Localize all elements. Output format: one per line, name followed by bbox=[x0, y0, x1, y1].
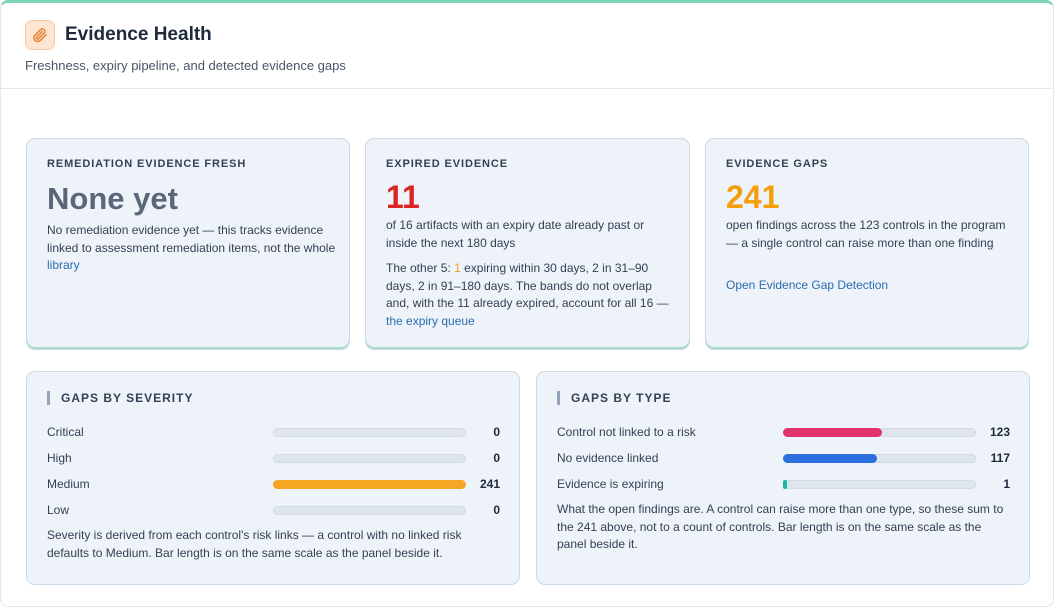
expiry-queue-link[interactable]: the expiry queue bbox=[386, 313, 475, 328]
card-expired-evidence: EXPIRED EVIDENCE 11 of 16 artifacts with… bbox=[365, 138, 690, 350]
page-title: Evidence Health bbox=[65, 24, 212, 45]
card-evidence-gaps: EVIDENCE GAPS 241 open findings across t… bbox=[705, 138, 1029, 350]
severity-bar-fill bbox=[273, 480, 466, 489]
type-bar-track bbox=[783, 480, 976, 489]
card-remediation-evidence: REMEDIATION EVIDENCE FRESH None yet No r… bbox=[26, 138, 350, 350]
metric-value: None yet bbox=[47, 181, 178, 216]
type-bar-fill bbox=[783, 480, 787, 489]
card-label: EVIDENCE GAPS bbox=[726, 158, 829, 170]
type-row-label: Evidence is expiring bbox=[557, 477, 664, 491]
severity-row-label: High bbox=[47, 451, 72, 465]
metric-value: 11 bbox=[386, 179, 420, 215]
severity-row-value: 241 bbox=[479, 477, 500, 491]
type-row-value: 123 bbox=[989, 425, 1010, 439]
type-row-value: 117 bbox=[990, 451, 1010, 465]
page-subtitle: Freshness, expiry pipeline, and detected… bbox=[25, 58, 346, 73]
severity-row-value: 0 bbox=[493, 425, 500, 439]
type-row-label: No evidence linked bbox=[557, 451, 659, 465]
type-footnote: What the open findings are. A control ca… bbox=[557, 502, 1004, 551]
panel-gaps-by-type: GAPS BY TYPE What the open findings are.… bbox=[536, 371, 1030, 585]
type-row-label: Control not linked to a risk bbox=[557, 425, 696, 439]
type-row-value: 1 bbox=[1003, 477, 1010, 491]
severity-bar-track bbox=[273, 428, 466, 437]
card-description: of 16 artifacts with an expiry date alre… bbox=[386, 218, 645, 250]
panel-title: GAPS BY SEVERITY bbox=[47, 391, 193, 405]
severity-row-label: Medium bbox=[47, 477, 90, 491]
library-link[interactable]: library bbox=[47, 258, 80, 272]
open-gap-detection-link[interactable]: Open Evidence Gap Detection bbox=[726, 278, 889, 292]
severity-bar-track bbox=[273, 506, 466, 515]
severity-bar-track bbox=[273, 454, 466, 463]
type-bar-fill bbox=[783, 428, 882, 437]
severity-row-label: Critical bbox=[47, 425, 84, 439]
type-bar-track bbox=[783, 454, 976, 463]
type-bar-track bbox=[783, 428, 976, 437]
severity-row-value: 0 bbox=[493, 451, 500, 465]
breakdown-text: expiring within 30 days, 2 in 31–90 days… bbox=[386, 261, 669, 310]
severity-row-label: Low bbox=[47, 503, 70, 517]
breakdown-prefix: The other 5: bbox=[386, 261, 451, 275]
header: Evidence Health Freshness, expiry pipeli… bbox=[1, 3, 1053, 89]
severity-bar-track bbox=[273, 480, 466, 489]
description-text: No remediation evidence yet — this track… bbox=[47, 223, 336, 255]
metric-value: 241 bbox=[726, 179, 780, 215]
card-label: REMEDIATION EVIDENCE FRESH bbox=[47, 158, 247, 170]
expiry-breakdown: The other 5: 1 expiring within 30 days, … bbox=[386, 260, 678, 330]
severity-footnote: Severity is derived from each control's … bbox=[47, 528, 462, 560]
severity-row-value: 0 bbox=[493, 503, 500, 517]
card-description: open findings across the 123 controls in… bbox=[726, 218, 1006, 250]
breakdown-highlight: 1 bbox=[454, 261, 461, 275]
card-description: No remediation evidence yet — this track… bbox=[47, 222, 337, 275]
type-bar-fill bbox=[783, 454, 877, 463]
card-label: EXPIRED EVIDENCE bbox=[386, 158, 508, 170]
panel-gaps-by-severity: GAPS BY SEVERITY Severity is derived fro… bbox=[26, 371, 520, 585]
paperclip-icon bbox=[25, 20, 55, 50]
panel-title: GAPS BY TYPE bbox=[557, 391, 671, 405]
